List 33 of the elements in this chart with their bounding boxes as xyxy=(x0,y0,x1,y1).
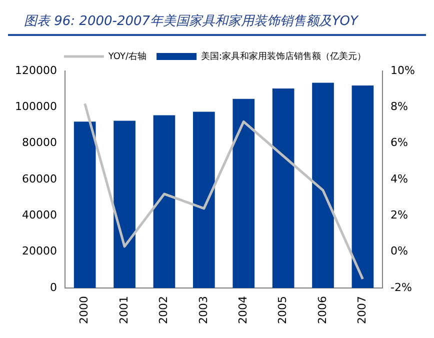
x-tick-label: 2004 xyxy=(236,296,250,324)
y-tick-label: 80000 xyxy=(22,136,57,150)
x-tick-label: 2000 xyxy=(78,296,91,324)
bar xyxy=(114,120,136,288)
bar xyxy=(272,88,294,288)
x-tick-label: 2002 xyxy=(157,296,170,324)
legend-label: YOY/右轴 xyxy=(107,50,147,62)
x-tick-label: 2001 xyxy=(117,296,130,324)
y2-tick-label: 10% xyxy=(390,64,416,77)
y-tick-label: 0 xyxy=(50,280,57,294)
x-tick-label: 2007 xyxy=(356,296,369,324)
x-tick-label: 2006 xyxy=(316,296,329,324)
y2-tick-label: 4% xyxy=(390,172,408,186)
bar xyxy=(153,115,176,288)
bar xyxy=(352,85,374,288)
bar xyxy=(193,112,215,288)
y-tick-label: 120000 xyxy=(14,64,57,77)
y2-tick-label: 2% xyxy=(390,208,408,222)
y-tick-label: 60000 xyxy=(22,172,57,186)
y2-tick-label: 8% xyxy=(390,100,408,114)
legend-label: 美国:家具和家用装饰店销售额（亿美元） xyxy=(201,50,366,62)
y-tick-label: 40000 xyxy=(22,208,57,222)
x-tick-label: 2005 xyxy=(276,296,290,324)
y-tick-label: 20000 xyxy=(22,244,57,258)
bar xyxy=(74,122,96,288)
y-tick-label: 100000 xyxy=(14,100,57,114)
y2-tick-label: 0% xyxy=(390,244,408,258)
chart-title: 图表 96: 2000-2007年美国家具和家用装饰销售额及YOY xyxy=(8,8,426,36)
bar xyxy=(312,82,334,288)
x-tick-label: 2003 xyxy=(196,296,210,324)
y2-tick-label: 6% xyxy=(390,136,408,150)
bar xyxy=(232,98,255,288)
y2-tick-label: -2% xyxy=(390,280,412,294)
